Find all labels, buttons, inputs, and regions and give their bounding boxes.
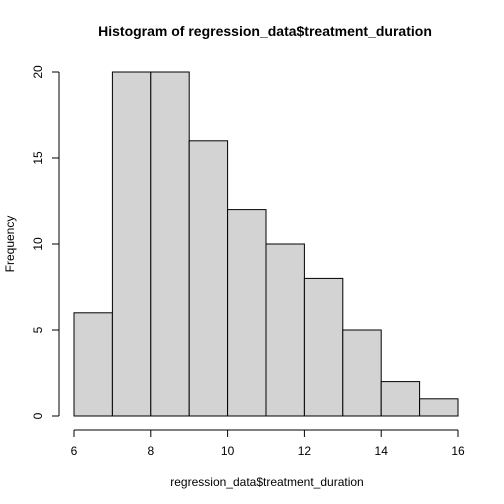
histogram-bar [188, 140, 229, 417]
histogram-bar [342, 329, 382, 417]
y-tick-label: 0 [31, 412, 45, 419]
histogram-bar [265, 243, 305, 417]
histogram-bar [111, 71, 152, 417]
x-tick-label: 12 [298, 444, 312, 458]
y-axis-label: Frequency [3, 216, 17, 273]
histogram-bar [419, 398, 459, 417]
y-tick-label: 10 [31, 237, 45, 251]
chart-title: Histogram of regression_data$treatment_d… [98, 23, 432, 39]
y-tick-label: 5 [31, 326, 45, 333]
bars-group [73, 71, 459, 417]
histogram-bar [150, 71, 190, 417]
histogram-bar [380, 381, 421, 417]
y-tick-label: 20 [31, 65, 45, 79]
y-axis: 0 5 10 15 20 [31, 65, 60, 419]
x-axis: 6 8 10 12 14 16 [71, 429, 465, 458]
x-tick-label: 6 [71, 444, 78, 458]
histogram-bar [303, 277, 344, 417]
x-tick-label: 16 [451, 444, 465, 458]
x-tick-label: 8 [147, 444, 154, 458]
x-tick-label: 10 [221, 444, 235, 458]
x-axis-label: regression_data$treatment_duration [170, 475, 363, 489]
x-tick-label: 14 [375, 444, 389, 458]
histogram-bar [227, 209, 267, 417]
histogram-bar [73, 312, 113, 417]
y-tick-label: 15 [31, 151, 45, 165]
